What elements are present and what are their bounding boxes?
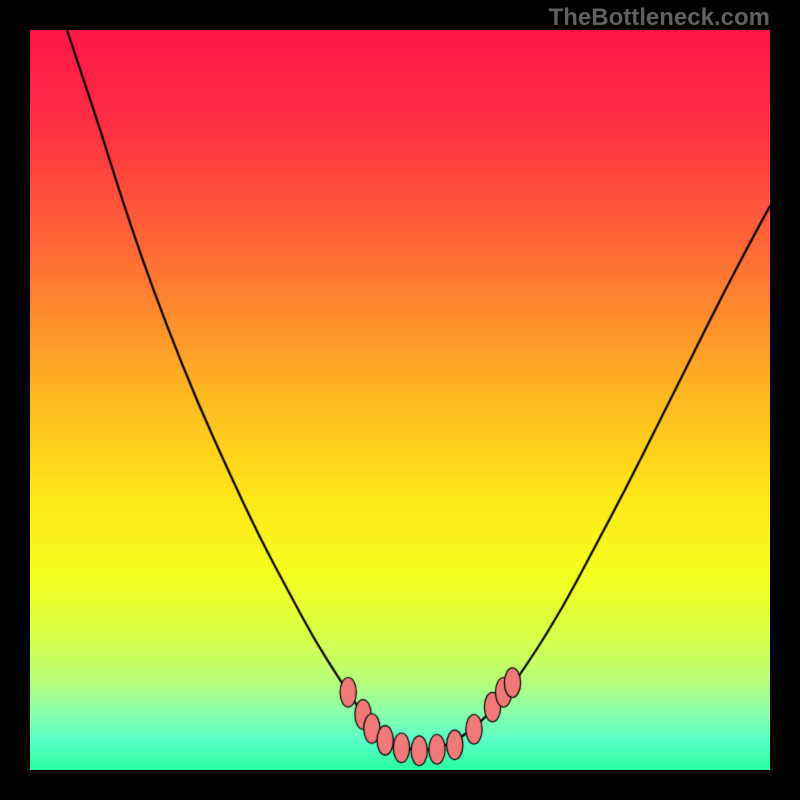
plot-area	[30, 30, 770, 770]
chart-stage: TheBottleneck.com	[0, 0, 800, 800]
bottleneck-markers	[30, 30, 770, 770]
watermark-text: TheBottleneck.com	[549, 4, 770, 32]
